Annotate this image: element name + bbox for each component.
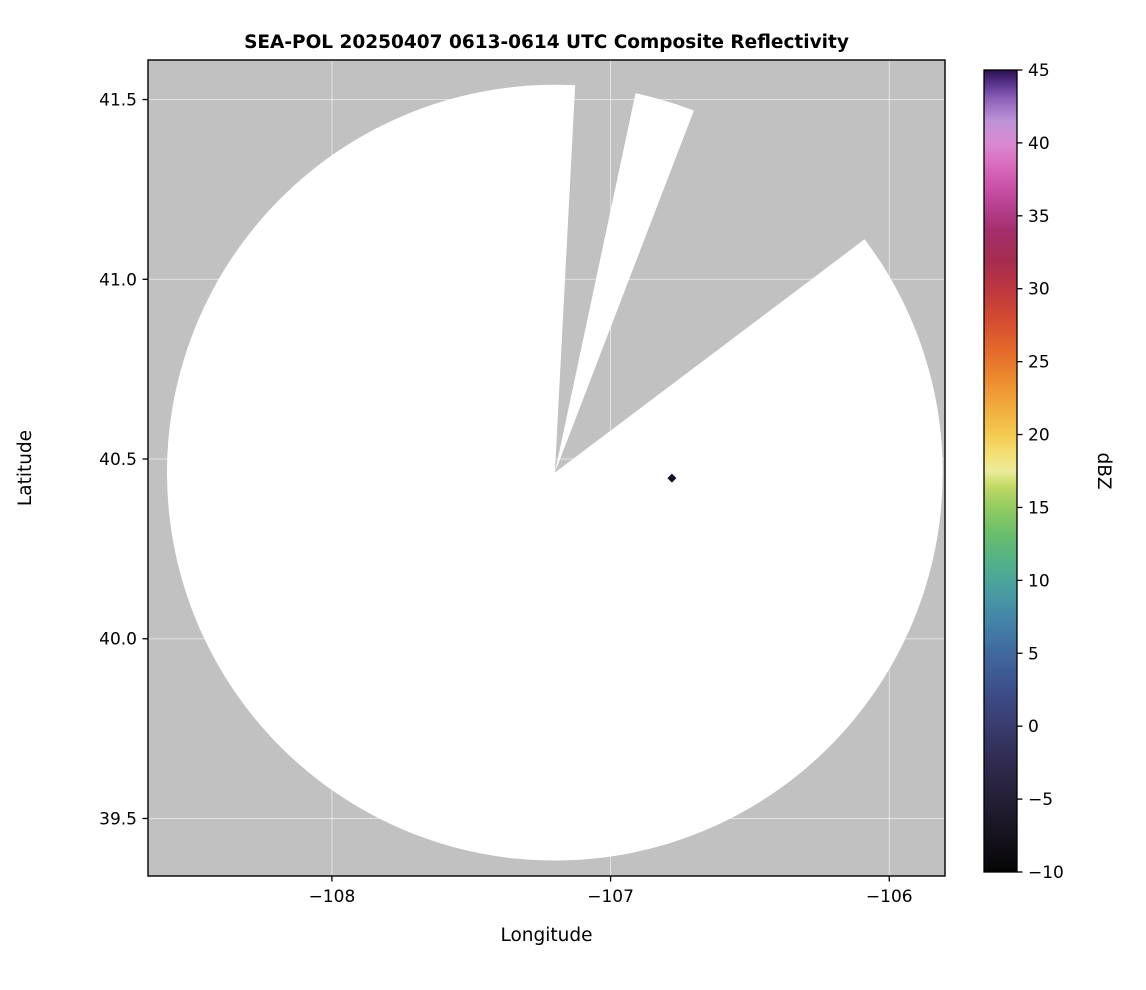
plot-render-layer: −108 −107 −106 39.5 40.0 40.5 41.0 41.5 45 40 35 30… (99, 59, 1064, 907)
blanked-sector-0 (554, 83, 636, 473)
y-tick-label-4: 41.5 (99, 91, 137, 111)
colorbar-swatch (984, 70, 1017, 872)
y-tick-label-2: 40.5 (99, 450, 137, 470)
colorbar-tick-label-1: 40 (1028, 134, 1050, 154)
colorbar-tick-label-11: −10 (1028, 863, 1064, 883)
colorbar-tick-label-4: 25 (1028, 353, 1050, 373)
colorbar-tick-label-6: 15 (1028, 498, 1050, 518)
blanked-sector-1 (554, 108, 867, 473)
y-tick-label-1: 40.0 (99, 630, 137, 650)
colorbar-tick-label-3: 30 (1028, 280, 1050, 300)
colorbar-tick-label-8: 5 (1028, 644, 1039, 664)
colorbar-tick-label-0: 45 (1028, 61, 1050, 81)
map-layer (148, 60, 945, 876)
x-tick-label-0: −108 (309, 887, 356, 907)
colorbar-tick-label-10: −5 (1028, 790, 1053, 810)
y-tick-label-3: 41.0 (99, 270, 137, 290)
axes-frame (147, 59, 946, 877)
colorbar-tick-label-5: 20 (1028, 426, 1050, 446)
chart-title: SEA-POL 20250407 0613-0614 UTC Composite… (244, 32, 849, 53)
x-tick-label-1: −107 (587, 887, 634, 907)
echo-point-0 (667, 473, 677, 483)
colorbar-frame (983, 69, 1018, 873)
colorbar-label: dBZ (1093, 452, 1114, 489)
y-axis-label: Latitude (15, 430, 36, 506)
x-axis-label: Longitude (500, 925, 592, 946)
colorbar-tick-label-7: 10 (1028, 571, 1050, 591)
y-tick-label-0: 39.5 (99, 809, 137, 829)
colorbar-tick-label-2: 35 (1028, 207, 1050, 227)
x-tick-label-2: −106 (866, 887, 913, 907)
colorbar-tick-label-9: 0 (1028, 717, 1039, 737)
